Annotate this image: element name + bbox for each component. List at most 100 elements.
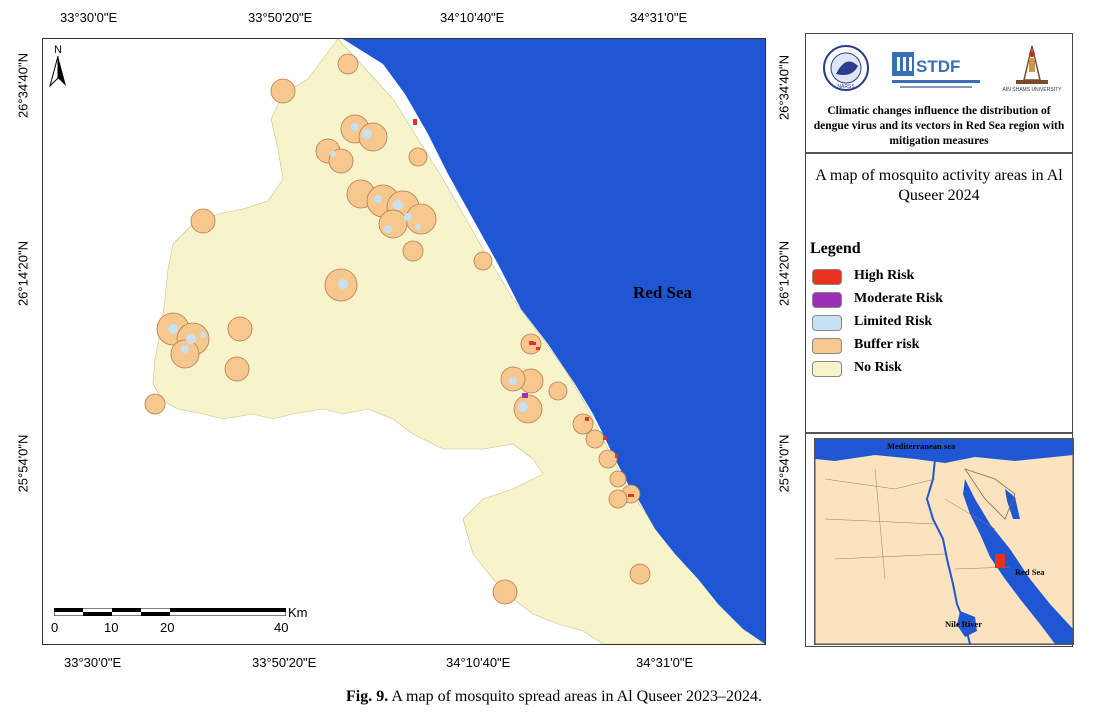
lake-nasser [957, 611, 977, 637]
buffer-zone [473, 251, 493, 271]
buffer-zone [170, 339, 200, 369]
legend-title: Legend [810, 240, 861, 257]
coord-top-2: 33°50'20"E [248, 10, 313, 25]
limited-zone [338, 279, 348, 289]
legend-label-moderate-risk: Moderate Risk [854, 291, 944, 306]
coord-bottom-1: 33°30'0"E [64, 655, 122, 670]
divider-top [806, 152, 1072, 154]
buffer-zone [513, 394, 543, 424]
high-zone [603, 437, 607, 440]
limited-zone [186, 334, 196, 344]
buffer-zone [378, 209, 408, 239]
scale-tick-40: 40 [274, 620, 289, 635]
moderate-zone [522, 393, 528, 398]
gulf-of-aqaba [1005, 489, 1020, 519]
coord-top-1: 33°30'0"E [60, 10, 118, 25]
legend-swatch-buffer-risk [812, 338, 842, 354]
mediterranean-label: Mediterranean sea [887, 441, 956, 451]
scale-unit: Km [288, 605, 308, 620]
coord-left-3: 25°54'0"N [15, 434, 31, 493]
limited-zone [404, 213, 412, 221]
main-map[interactable]: Red Sea [42, 38, 766, 645]
buffer-zone [585, 429, 605, 449]
scale-tick-10: 10 [104, 620, 119, 635]
buffer-zone [408, 147, 428, 167]
sinai-border [964, 468, 1016, 520]
limited-zone [509, 377, 517, 385]
limited-zone [518, 402, 528, 412]
buffer-zone [190, 208, 216, 234]
divider-bottom [806, 432, 1072, 434]
logos-row: NARSS STDF AIN SHAMS UNIVERSITY [806, 34, 1072, 100]
limited-zone [393, 200, 403, 210]
legend-panel: NARSS STDF AIN SHAMS UNIVERSITY [805, 33, 1074, 647]
limited-zone [181, 345, 189, 353]
nile-river-label: Nile River [945, 619, 983, 629]
high-risk-zones [413, 119, 634, 497]
high-zone [536, 347, 540, 350]
limited-zone [415, 224, 421, 230]
svg-text:STDF: STDF [916, 57, 960, 76]
buffer-zone [270, 78, 296, 104]
figure-caption: Fig. 9. A map of mosquito spread areas i… [0, 688, 1108, 706]
moderate-zone [533, 342, 536, 345]
inset-map[interactable]: Mediterranean sea Red Sea Nile River [814, 438, 1074, 645]
limited-zone [330, 151, 336, 157]
svg-text:AIN SHAMS UNIVERSITY: AIN SHAMS UNIVERSITY [1003, 87, 1062, 92]
caption-label: Fig. 9. [346, 688, 389, 705]
buffer-zone [608, 489, 628, 509]
scale-tick-20: 20 [160, 620, 175, 635]
scale-tick-0: 0 [51, 620, 59, 635]
high-zone [628, 494, 634, 497]
limited-zone [200, 332, 206, 338]
red-sea-label: Red Sea [633, 283, 693, 302]
coord-top-3: 34°10'40"E [440, 10, 505, 25]
coord-right-1: 26°34'40"N [776, 54, 792, 121]
inset-red-sea-label: Red Sea [1015, 567, 1045, 577]
red-sea-area [343, 39, 765, 644]
limited-zone [168, 324, 178, 334]
limited-zone [351, 123, 359, 131]
buffer-zone [144, 393, 166, 415]
limited-zone [362, 129, 372, 139]
legend-swatch-high-risk [812, 269, 842, 285]
coord-left-1: 26°34'40"N [15, 52, 31, 119]
coord-right-2: 26°14'20"N [776, 240, 792, 307]
inset-map-svg [815, 439, 1073, 644]
high-zone [413, 119, 417, 125]
study-area-high-risk [995, 554, 1005, 568]
legend-label-buffer-risk: Buffer risk [854, 337, 920, 352]
coord-bottom-4: 34°31'0"E [636, 655, 694, 670]
high-zone [615, 454, 618, 458]
caption-text: A map of mosquito spread areas in Al Qus… [391, 688, 762, 705]
buffer-zone [492, 579, 518, 605]
buffer-zone [548, 381, 568, 401]
north-arrow-icon [49, 56, 66, 88]
north-arrow: N [48, 44, 68, 88]
red-sea-area-inset [963, 479, 1073, 644]
coord-bottom-3: 34°10'40"E [446, 655, 511, 670]
legend-label-limited-risk: Limited Risk [854, 314, 933, 329]
buffer-zone [224, 356, 250, 382]
project-title: Climatic changes influence the distribut… [813, 105, 1065, 147]
svg-text:NARSS: NARSS [837, 84, 855, 90]
governorate-borders [824, 468, 1011, 580]
mediterranean-sea-area [815, 439, 1073, 463]
legend-swatch-no-risk [812, 361, 842, 377]
legend-label-high-risk: High Risk [854, 268, 915, 283]
limited-risk-zones [168, 123, 528, 412]
coord-right-3: 25°54'0"N [776, 434, 792, 493]
north-label: N [54, 44, 62, 56]
coord-left-2: 26°14'20"N [15, 240, 31, 307]
stdf-logo: STDF [890, 44, 982, 92]
buffer-zone [572, 413, 594, 435]
buffer-zone [337, 53, 359, 75]
legend-swatch-moderate-risk [812, 292, 842, 308]
buffer-zone [402, 240, 424, 262]
buffer-zone [227, 316, 253, 342]
limited-zone [374, 195, 382, 203]
ain-shams-logo: AIN SHAMS UNIVERSITY [1002, 44, 1062, 93]
buffer-zone [609, 470, 627, 488]
coord-bottom-2: 33°50'20"E [252, 655, 317, 670]
limited-zone [384, 225, 392, 233]
